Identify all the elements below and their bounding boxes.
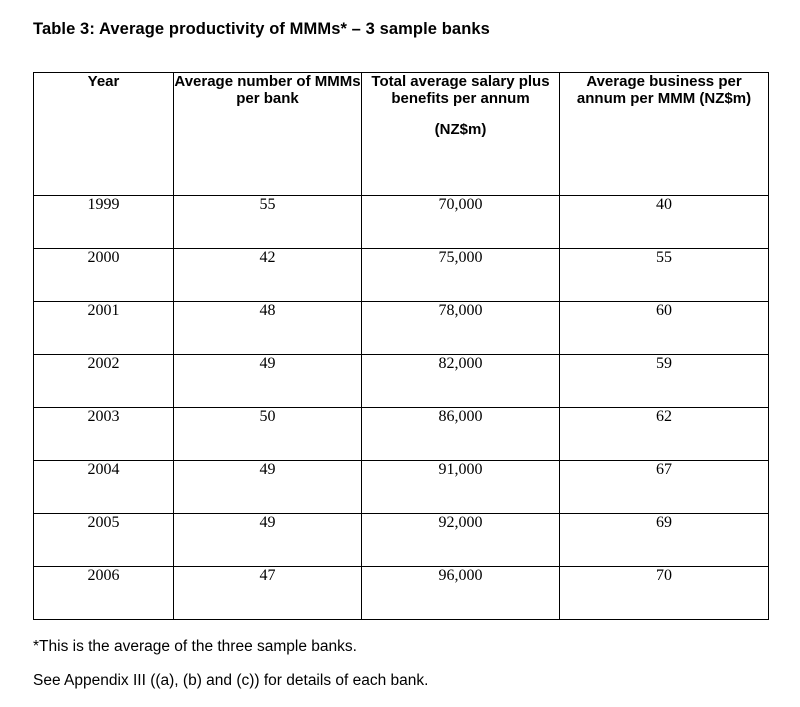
- cell-salary: 78,000: [361, 301, 560, 355]
- cell-salary: 91,000: [361, 460, 560, 514]
- table-row: 2002 49 82,000 59: [33, 354, 769, 408]
- header-mmms-label: Average number of MMMs per bank: [174, 73, 361, 107]
- header-year-label: Year: [87, 73, 120, 90]
- cell-salary: 92,000: [361, 513, 560, 567]
- cell-mmms: 42: [173, 248, 362, 302]
- cell-salary: 82,000: [361, 354, 560, 408]
- footnote: *This is the average of the three sample…: [33, 638, 357, 655]
- appendix-note: See Appendix III ((a), (b) and (c)) for …: [33, 672, 429, 689]
- cell-salary: 86,000: [361, 407, 560, 461]
- cell-year: 2005: [33, 513, 174, 567]
- cell-business: 69: [559, 513, 769, 567]
- cell-year: 2006: [33, 566, 174, 620]
- productivity-table: Year Average number of MMMs per bank Tot…: [33, 72, 769, 620]
- cell-business: 55: [559, 248, 769, 302]
- header-mmms: Average number of MMMs per bank: [173, 72, 362, 196]
- cell-mmms: 49: [173, 354, 362, 408]
- cell-year: 2001: [33, 301, 174, 355]
- header-row: Year Average number of MMMs per bank Tot…: [33, 72, 769, 196]
- header-year: Year: [33, 72, 174, 196]
- cell-salary: 70,000: [361, 195, 560, 249]
- cell-business: 62: [559, 407, 769, 461]
- header-business-label: Average business per annum per MMM (NZ$m…: [576, 73, 752, 107]
- cell-business: 40: [559, 195, 769, 249]
- table-row: 2003 50 86,000 62: [33, 407, 769, 461]
- cell-business: 60: [559, 301, 769, 355]
- cell-business: 70: [559, 566, 769, 620]
- table-row: 2004 49 91,000 67: [33, 460, 769, 514]
- cell-mmms: 50: [173, 407, 362, 461]
- cell-mmms: 49: [173, 460, 362, 514]
- cell-business: 67: [559, 460, 769, 514]
- table-body: 1999 55 70,000 40 2000 42 75,000 55 2001 48 78,000…: [33, 195, 769, 620]
- cell-year: 2002: [33, 354, 174, 408]
- cell-mmms: 47: [173, 566, 362, 620]
- table-row: 2000 42 75,000 55: [33, 248, 769, 302]
- cell-mmms: 55: [173, 195, 362, 249]
- cell-business: 59: [559, 354, 769, 408]
- cell-salary: 96,000: [361, 566, 560, 620]
- header-salary: Total average salary plus benefits per a…: [361, 72, 560, 196]
- header-salary-label: Total average salary plus benefits per a…: [371, 73, 550, 107]
- cell-mmms: 48: [173, 301, 362, 355]
- cell-mmms: 49: [173, 513, 362, 567]
- table-row: 2001 48 78,000 60: [33, 301, 769, 355]
- cell-salary: 75,000: [361, 248, 560, 302]
- table-row: 2006 47 96,000 70: [33, 566, 769, 620]
- cell-year: 2003: [33, 407, 174, 461]
- header-salary-unit: (NZ$m): [434, 121, 487, 138]
- table-title: Table 3: Average productivity of MMMs* –…: [33, 20, 490, 38]
- cell-year: 1999: [33, 195, 174, 249]
- cell-year: 2004: [33, 460, 174, 514]
- table-row: 1999 55 70,000 40: [33, 195, 769, 249]
- header-business: Average business per annum per MMM (NZ$m…: [559, 72, 769, 196]
- table-row: 2005 49 92,000 69: [33, 513, 769, 567]
- cell-year: 2000: [33, 248, 174, 302]
